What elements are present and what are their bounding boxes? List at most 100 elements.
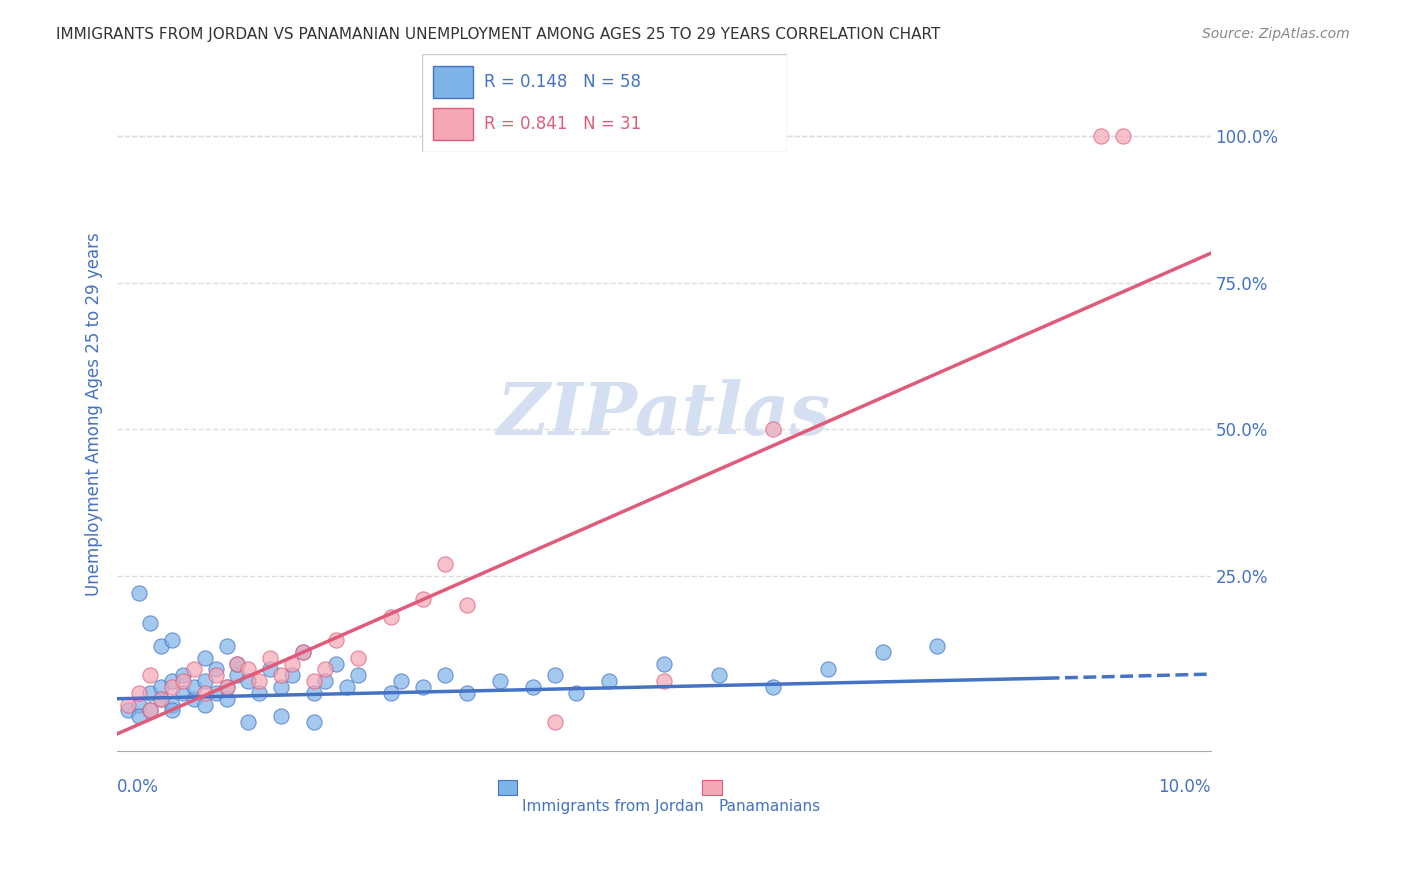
Point: [215, 680, 238, 694]
Point: [652, 674, 675, 689]
Point: [172, 668, 194, 682]
Point: [543, 668, 565, 682]
Point: [302, 686, 325, 700]
Point: [128, 686, 150, 700]
Point: [346, 668, 368, 682]
Point: [149, 691, 172, 706]
Point: [194, 686, 217, 700]
Point: [543, 715, 565, 730]
Point: [149, 691, 172, 706]
Point: [183, 691, 205, 706]
Point: [412, 680, 434, 694]
Point: [270, 668, 292, 682]
Point: [259, 662, 281, 676]
Point: [238, 715, 260, 730]
Point: [762, 680, 785, 694]
Point: [652, 657, 675, 671]
Point: [762, 422, 785, 436]
Point: [172, 674, 194, 689]
Point: [522, 680, 544, 694]
Point: [149, 680, 172, 694]
Point: [238, 662, 260, 676]
Point: [872, 645, 894, 659]
FancyBboxPatch shape: [702, 780, 721, 796]
Point: [117, 698, 139, 712]
Point: [707, 668, 730, 682]
Point: [247, 674, 270, 689]
Point: [292, 645, 315, 659]
Point: [128, 698, 150, 712]
Text: Source: ZipAtlas.com: Source: ZipAtlas.com: [1202, 27, 1350, 41]
Point: [172, 686, 194, 700]
Text: 10.0%: 10.0%: [1159, 779, 1211, 797]
Point: [302, 715, 325, 730]
Point: [128, 586, 150, 600]
Point: [160, 633, 183, 648]
Point: [183, 680, 205, 694]
Point: [215, 691, 238, 706]
Text: Panamanians: Panamanians: [718, 798, 821, 814]
Point: [139, 668, 162, 682]
Point: [160, 703, 183, 717]
Point: [226, 668, 249, 682]
Point: [281, 668, 304, 682]
Point: [565, 686, 588, 700]
Text: R = 0.841   N = 31: R = 0.841 N = 31: [484, 115, 641, 133]
Point: [238, 674, 260, 689]
Point: [247, 686, 270, 700]
Point: [927, 639, 949, 653]
Point: [194, 650, 217, 665]
Point: [117, 703, 139, 717]
Point: [259, 650, 281, 665]
FancyBboxPatch shape: [433, 109, 472, 140]
Point: [139, 686, 162, 700]
Point: [139, 703, 162, 717]
Point: [160, 674, 183, 689]
Point: [598, 674, 620, 689]
FancyBboxPatch shape: [498, 780, 517, 796]
Point: [270, 709, 292, 723]
Point: [456, 686, 478, 700]
Point: [380, 686, 402, 700]
Point: [270, 680, 292, 694]
Point: [434, 668, 457, 682]
Point: [204, 668, 226, 682]
Point: [380, 609, 402, 624]
Point: [160, 698, 183, 712]
Point: [281, 657, 304, 671]
Point: [314, 662, 336, 676]
Point: [325, 657, 347, 671]
Point: [314, 674, 336, 689]
Point: [226, 657, 249, 671]
Point: [412, 592, 434, 607]
Point: [128, 709, 150, 723]
Point: [149, 639, 172, 653]
Point: [434, 557, 457, 571]
Point: [139, 703, 162, 717]
Text: Immigrants from Jordan: Immigrants from Jordan: [522, 798, 703, 814]
FancyBboxPatch shape: [422, 54, 787, 152]
Point: [1090, 129, 1112, 144]
Text: ZIPatlas: ZIPatlas: [496, 379, 831, 450]
Point: [292, 645, 315, 659]
Point: [456, 598, 478, 612]
Text: 0.0%: 0.0%: [117, 779, 159, 797]
Point: [817, 662, 839, 676]
FancyBboxPatch shape: [433, 66, 472, 98]
Point: [391, 674, 413, 689]
Point: [204, 662, 226, 676]
Point: [226, 657, 249, 671]
Text: IMMIGRANTS FROM JORDAN VS PANAMANIAN UNEMPLOYMENT AMONG AGES 25 TO 29 YEARS CORR: IMMIGRANTS FROM JORDAN VS PANAMANIAN UNE…: [56, 27, 941, 42]
Point: [139, 615, 162, 630]
Point: [215, 680, 238, 694]
Point: [336, 680, 359, 694]
Point: [194, 698, 217, 712]
Point: [302, 674, 325, 689]
Point: [346, 650, 368, 665]
Point: [325, 633, 347, 648]
Point: [183, 662, 205, 676]
Point: [204, 686, 226, 700]
Point: [160, 680, 183, 694]
Y-axis label: Unemployment Among Ages 25 to 29 years: Unemployment Among Ages 25 to 29 years: [86, 233, 103, 597]
Point: [489, 674, 512, 689]
